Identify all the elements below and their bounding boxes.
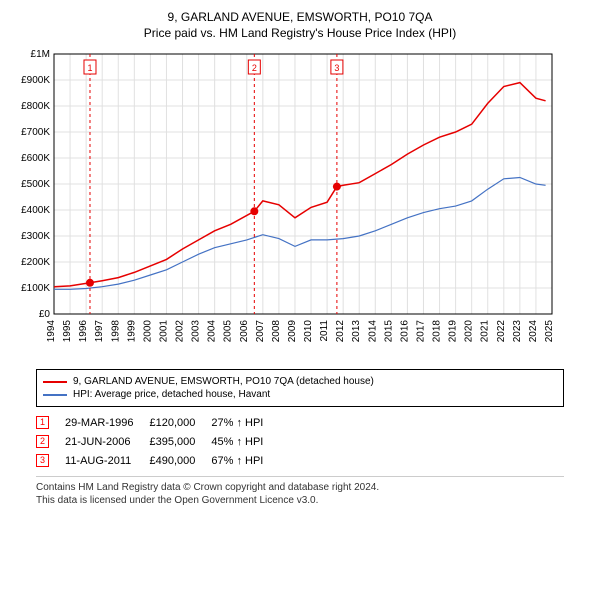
svg-text:1997: 1997	[94, 320, 105, 343]
svg-text:1994: 1994	[46, 320, 57, 343]
svg-text:£0: £0	[39, 309, 51, 320]
event-price: £395,000	[150, 432, 212, 451]
event-delta: 67% ↑ HPI	[211, 451, 279, 470]
svg-text:2023: 2023	[512, 320, 523, 343]
svg-text:2010: 2010	[303, 320, 314, 343]
event-row: 2 21-JUN-2006£395,00045% ↑ HPI	[36, 432, 279, 451]
svg-text:2006: 2006	[239, 320, 250, 343]
event-date: 29-MAR-1996	[65, 413, 149, 432]
event-flag-icon: 3	[36, 454, 49, 467]
svg-text:2002: 2002	[175, 320, 186, 343]
event-date: 21-JUN-2006	[65, 432, 149, 451]
event-row: 1 29-MAR-1996£120,00027% ↑ HPI	[36, 413, 279, 432]
svg-text:£600K: £600K	[21, 153, 50, 164]
chart-address-title: 9, GARLAND AVENUE, EMSWORTH, PO10 7QA	[8, 10, 592, 24]
event-price: £120,000	[150, 413, 212, 432]
svg-text:2011: 2011	[319, 320, 330, 342]
event-row: 3 11-AUG-2011£490,00067% ↑ HPI	[36, 451, 279, 470]
svg-text:2017: 2017	[415, 320, 426, 343]
svg-text:£100K: £100K	[21, 283, 50, 294]
svg-text:2021: 2021	[480, 320, 491, 343]
legend-label: 9, GARLAND AVENUE, EMSWORTH, PO10 7QA (d…	[73, 376, 374, 387]
svg-text:£300K: £300K	[21, 231, 50, 242]
svg-text:2024: 2024	[528, 320, 539, 343]
svg-text:2013: 2013	[351, 320, 362, 343]
svg-text:1: 1	[87, 63, 92, 73]
svg-text:1999: 1999	[126, 320, 137, 343]
event-flag-icon: 1	[36, 416, 49, 429]
svg-text:2009: 2009	[287, 320, 298, 343]
svg-text:2015: 2015	[383, 320, 394, 343]
legend-swatch-icon	[43, 394, 67, 396]
chart-legend: 9, GARLAND AVENUE, EMSWORTH, PO10 7QA (d…	[36, 369, 564, 407]
svg-text:3: 3	[334, 63, 339, 73]
event-flag-icon: 2	[36, 435, 49, 448]
legend-item: HPI: Average price, detached house, Hava…	[43, 389, 557, 400]
event-date: 11-AUG-2011	[65, 451, 149, 470]
chart-subtitle: Price paid vs. HM Land Registry's House …	[8, 26, 592, 40]
svg-text:£1M: £1M	[31, 49, 50, 60]
svg-text:2020: 2020	[464, 320, 475, 343]
svg-text:2000: 2000	[142, 320, 153, 343]
svg-text:£700K: £700K	[21, 127, 50, 138]
svg-text:2019: 2019	[448, 320, 459, 343]
attribution-text: Contains HM Land Registry data © Crown c…	[36, 476, 564, 507]
svg-text:2014: 2014	[367, 320, 378, 343]
svg-text:2: 2	[252, 63, 257, 73]
svg-text:2008: 2008	[271, 320, 282, 343]
legend-swatch-icon	[43, 381, 67, 383]
event-delta: 45% ↑ HPI	[211, 432, 279, 451]
svg-text:1996: 1996	[78, 320, 89, 343]
svg-text:£500K: £500K	[21, 179, 50, 190]
price-chart: £0 £100K £200K £300K £400K £500K £600K £700K £80…	[8, 46, 592, 361]
svg-text:£200K: £200K	[21, 257, 50, 268]
svg-text:2007: 2007	[255, 320, 266, 343]
svg-text:2025: 2025	[544, 320, 555, 343]
svg-text:1998: 1998	[110, 320, 121, 343]
svg-text:2022: 2022	[496, 320, 507, 343]
legend-item: 9, GARLAND AVENUE, EMSWORTH, PO10 7QA (d…	[43, 376, 557, 387]
svg-text:1995: 1995	[62, 320, 73, 343]
svg-text:£400K: £400K	[21, 205, 50, 216]
svg-text:2001: 2001	[158, 320, 169, 343]
svg-text:£900K: £900K	[21, 75, 50, 86]
svg-text:2018: 2018	[432, 320, 443, 343]
svg-text:£800K: £800K	[21, 101, 50, 112]
events-table: 1 29-MAR-1996£120,00027% ↑ HPI 2 21-JUN-200…	[36, 413, 564, 470]
event-price: £490,000	[150, 451, 212, 470]
attribution-line: Contains HM Land Registry data © Crown c…	[36, 481, 564, 494]
svg-text:2016: 2016	[399, 320, 410, 343]
svg-text:2003: 2003	[191, 320, 202, 343]
event-delta: 27% ↑ HPI	[211, 413, 279, 432]
attribution-line: This data is licensed under the Open Gov…	[36, 494, 564, 507]
legend-label: HPI: Average price, detached house, Hava…	[73, 389, 270, 400]
svg-text:2005: 2005	[223, 320, 234, 343]
svg-text:2012: 2012	[335, 320, 346, 343]
svg-text:2004: 2004	[207, 320, 218, 343]
